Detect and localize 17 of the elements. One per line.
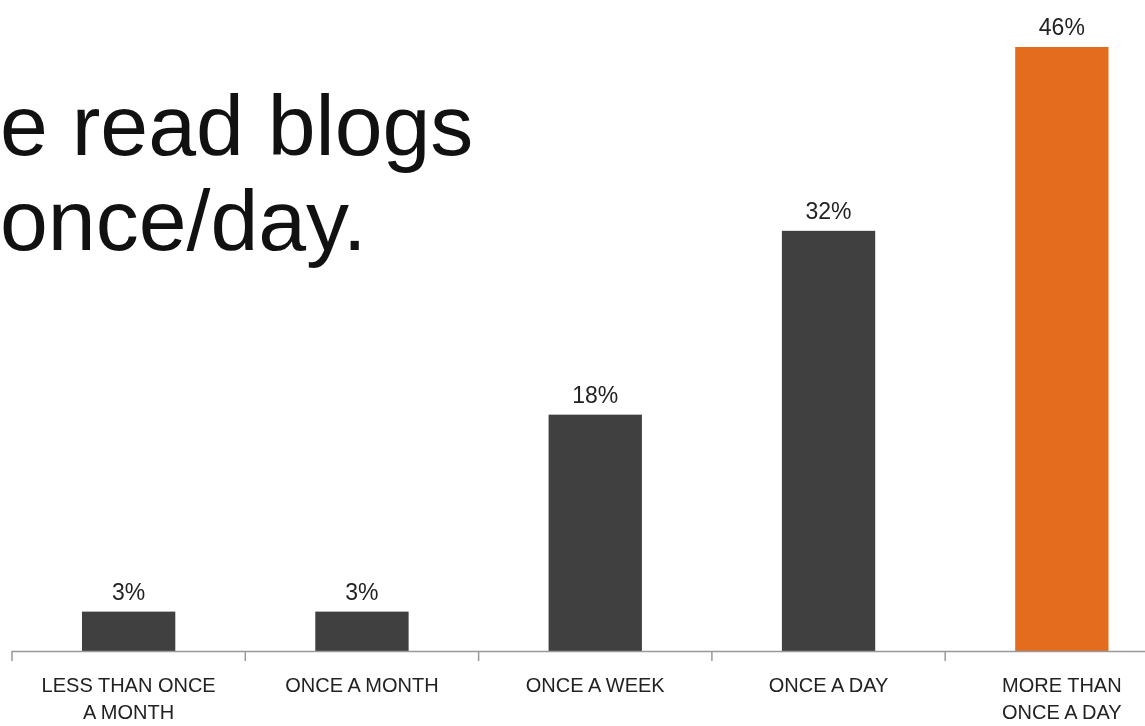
- data-label: 3%: [112, 578, 146, 605]
- text: once/day.: [0, 172, 367, 268]
- bar: [781, 230, 876, 651]
- x-tick-label: ONCE A DAY: [768, 674, 889, 696]
- data-label: 32%: [805, 197, 852, 224]
- bar: [315, 611, 409, 651]
- data-label: 3%: [345, 578, 379, 605]
- x-tick-label: MORE THAN ONCE A DAY: [1002, 674, 1122, 723]
- bar: [1015, 47, 1109, 651]
- data-label: 18%: [572, 381, 619, 408]
- x-tick-label: ONCE A MONTH: [285, 674, 439, 696]
- x-tick-label: LESS THAN ONCE A MONTH: [41, 674, 216, 723]
- bar: [548, 414, 642, 651]
- data-label: 46%: [1038, 14, 1085, 40]
- bar: [81, 611, 176, 651]
- chart-title: e read blogs: [0, 77, 474, 173]
- x-tick-label: ONCE A WEEK: [525, 674, 666, 696]
